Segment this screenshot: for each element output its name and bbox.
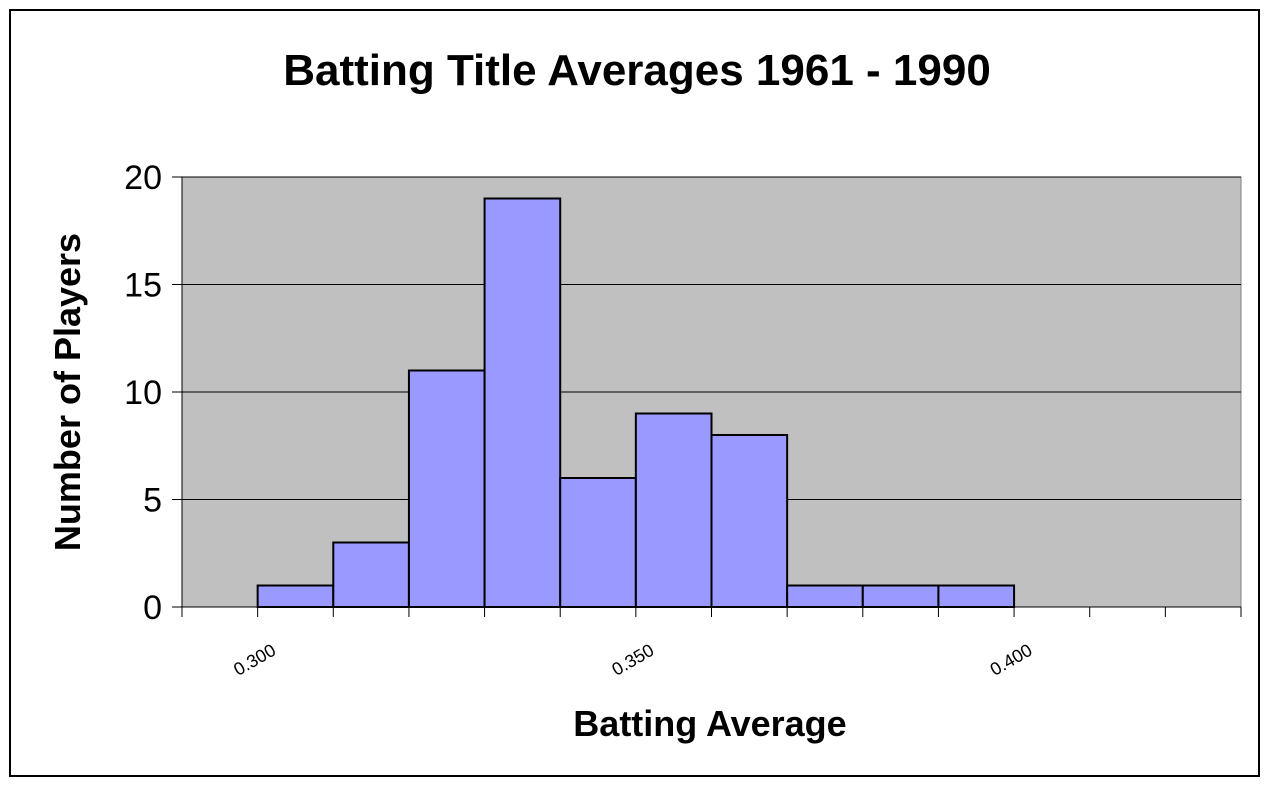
histogram-bar-6	[710, 434, 789, 608]
histogram-bar-7	[786, 584, 864, 608]
histogram-bar-1	[332, 541, 410, 608]
histogram-bar-0	[256, 584, 335, 608]
histogram-bar-8	[861, 584, 940, 608]
histogram-bar-4	[559, 477, 637, 608]
y-axis-title: Number of Players	[47, 233, 88, 551]
y-tick-label-3: 15	[124, 267, 162, 305]
bars	[256, 197, 1016, 608]
histogram-bar-5	[634, 412, 713, 608]
histogram-bar-9	[937, 584, 1016, 608]
y-tick-label-4: 20	[124, 159, 162, 197]
histogram-bar-3	[483, 197, 562, 608]
chart-title: Batting Title Averages 1961 - 1990	[283, 46, 991, 95]
y-tick-label-1: 5	[143, 482, 162, 520]
y-tick-labels: 0 5 10 15 20	[124, 159, 162, 627]
y-tick-label-2: 10	[124, 374, 162, 412]
x-axis-title: Batting Average	[573, 703, 846, 744]
axes	[172, 176, 1242, 617]
histogram-bar-2	[407, 369, 486, 608]
y-tick-label-0: 0	[143, 589, 162, 627]
